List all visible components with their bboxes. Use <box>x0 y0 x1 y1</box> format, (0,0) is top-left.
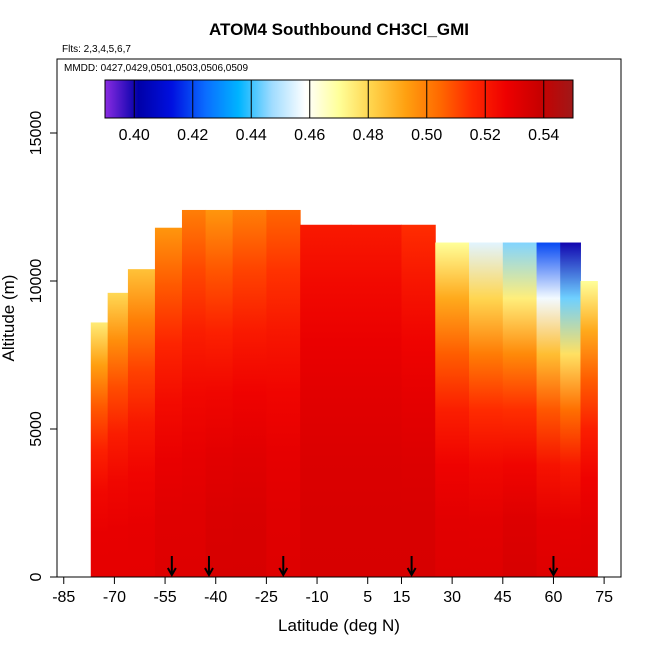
x-tick-label: 45 <box>494 589 512 606</box>
field-column <box>536 242 561 577</box>
field-column <box>560 242 581 577</box>
colorbar-ticks: 0.40 0.42 0.44 0.46 0.48 0.50 0.52 0.54 <box>119 80 559 144</box>
colorbar-tick-label: 0.52 <box>470 127 501 144</box>
field-layer <box>90 209 598 577</box>
field-column <box>580 281 598 577</box>
flight-marker-arrow <box>166 556 177 578</box>
colorbar-tick-label: 0.44 <box>236 127 267 144</box>
colorbar-tick-label: 0.48 <box>353 127 384 144</box>
field-column <box>107 292 129 577</box>
x-tick-label: -10 <box>305 589 328 606</box>
dates-label: MMDD: 0427,0429,0501,0503,0506,0509 <box>64 63 248 74</box>
colorbar-tick-label: 0.50 <box>411 127 442 144</box>
x-tick-label: -55 <box>154 589 177 606</box>
field-column <box>232 209 267 577</box>
colorbar-tick-label: 0.40 <box>119 127 150 144</box>
colorbar-tick-label: 0.54 <box>528 127 559 144</box>
field-column <box>266 209 301 577</box>
flights-label: Flts: 2,3,4,5,6,7 <box>62 44 131 55</box>
chart-title: ATOM4 Southbound CH3Cl_GMI <box>209 20 469 39</box>
x-tick-label: -40 <box>204 589 227 606</box>
field-column <box>435 242 470 577</box>
colorbar-tick-label: 0.42 <box>177 127 208 144</box>
y-axis-label: Altitude (m) <box>0 275 18 362</box>
flight-marker-arrow <box>204 556 214 578</box>
y-tick-label: 5000 <box>28 411 45 447</box>
y-tick-label: 15000 <box>28 111 45 156</box>
x-axis-label: Latitude (deg N) <box>278 616 400 635</box>
y-tick-label: 10000 <box>28 259 45 304</box>
field-column <box>154 227 183 577</box>
field-column <box>401 224 436 577</box>
colorbar-tick-label: 0.46 <box>294 127 325 144</box>
field-column <box>300 224 352 577</box>
x-tick-label: -25 <box>255 589 278 606</box>
colorbar <box>104 79 574 119</box>
x-tick-label: 15 <box>393 589 411 606</box>
x-tick-label: 75 <box>595 589 613 606</box>
flight-markers <box>166 556 559 578</box>
x-tick-label: -70 <box>103 589 126 606</box>
field-column <box>181 209 207 577</box>
field-column <box>469 242 504 577</box>
field-column <box>90 322 109 577</box>
field-column <box>350 224 402 577</box>
y-tick-label: 0 <box>28 572 45 581</box>
y-axis: 0 5000 10000 15000 <box>28 111 57 581</box>
field-column <box>502 242 538 577</box>
x-tick-label: 5 <box>363 589 372 606</box>
flight-marker-arrow <box>278 556 289 578</box>
x-tick-label: 30 <box>443 589 461 606</box>
x-tick-label: 60 <box>545 589 563 606</box>
x-tick-label: -85 <box>52 589 75 606</box>
flight-marker-arrow <box>548 556 559 578</box>
field-column <box>127 269 156 577</box>
x-axis: -85 -70 -55 -40 -25 -10 5 15 30 45 60 75 <box>52 577 613 606</box>
field-column <box>205 209 234 577</box>
plot-frame <box>56 58 622 578</box>
flight-marker-arrow <box>406 556 417 578</box>
